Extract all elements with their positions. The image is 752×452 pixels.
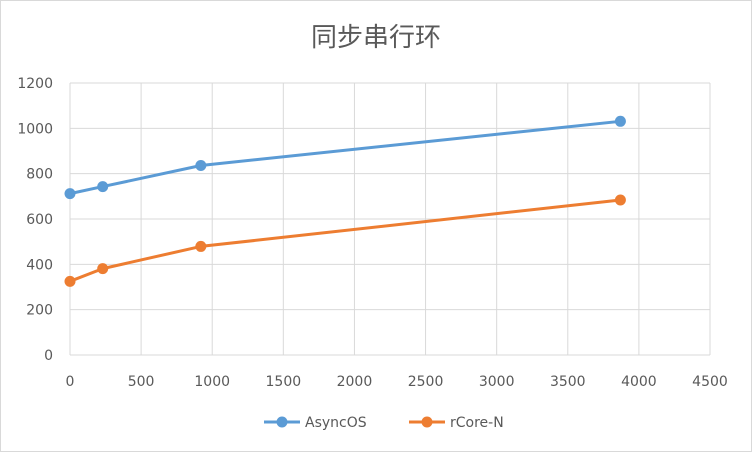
legend[interactable]: AsyncOS rCore-N [264, 415, 504, 431]
chart-title: 同步串行环 [311, 23, 441, 53]
x-tick-label: 1000 [194, 374, 230, 390]
data-point-rcore-n [614, 194, 626, 206]
x-tick-label: 500 [128, 374, 155, 390]
legend-item-asyncos[interactable]: AsyncOS [264, 415, 367, 431]
legend-label: AsyncOS [305, 415, 367, 431]
y-tick-label: 400 [26, 257, 53, 273]
y-tick-label: 600 [26, 212, 53, 228]
y-tick-label: 0 [44, 348, 53, 364]
data-point-asyncos [64, 188, 76, 200]
x-tick-label: 4000 [621, 374, 657, 390]
legend-swatch-marker [421, 416, 433, 428]
x-tick-label: 3500 [550, 374, 586, 390]
x-tick-label: 2000 [337, 374, 373, 390]
x-tick-label: 1500 [266, 374, 302, 390]
series-line-asyncos [68, 119, 622, 196]
gridlines [69, 82, 711, 356]
x-tick-label: 4500 [692, 374, 728, 390]
data-point-rcore-n [97, 263, 109, 275]
legend-label: rCore-N [450, 415, 504, 431]
legend-item-rcore-n[interactable]: rCore-N [409, 415, 504, 431]
x-tick-label: 0 [66, 374, 75, 390]
data-point-rcore-n [195, 240, 207, 252]
y-tick-label: 1200 [17, 76, 53, 92]
data-point-asyncos [195, 160, 207, 172]
y-tick-label: 200 [26, 303, 53, 319]
y-tick-label: 1000 [17, 121, 53, 137]
series-lines [64, 115, 626, 287]
legend-swatch-marker [276, 416, 288, 428]
series-line-rcore-n [68, 198, 622, 283]
data-point-asyncos [97, 181, 109, 193]
x-tick-label: 2500 [408, 374, 444, 390]
y-tick-label: 800 [26, 167, 53, 183]
data-point-asyncos [614, 115, 626, 127]
axis-tick-labels: 0 200 400 600 800 1000 1200 0 500 1000 1500 2000 250… [17, 76, 727, 390]
data-point-rcore-n [64, 275, 76, 287]
x-tick-label: 3000 [479, 374, 515, 390]
